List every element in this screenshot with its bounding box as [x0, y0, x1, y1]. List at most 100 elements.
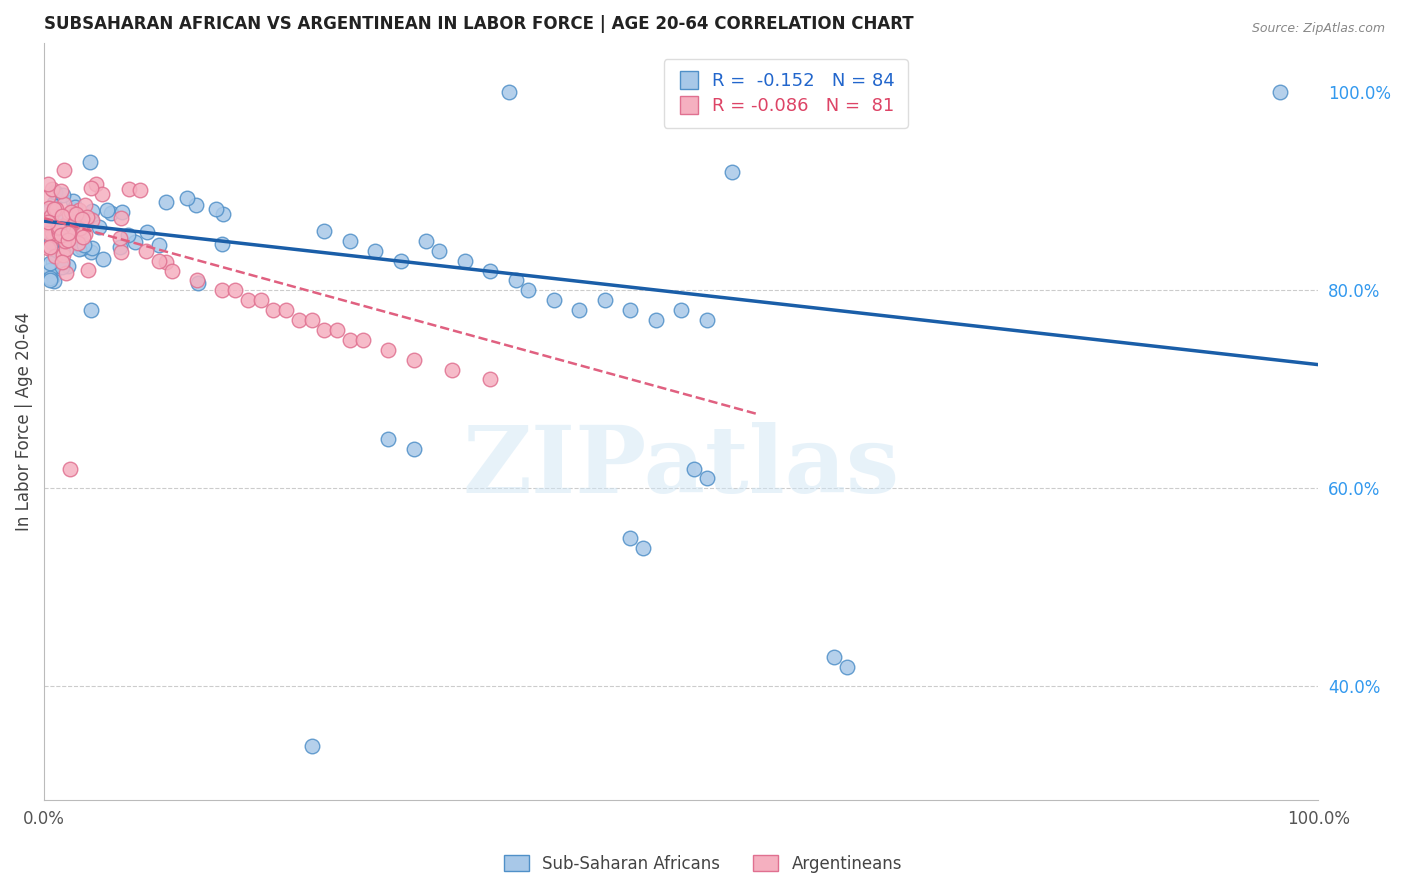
Point — [79, 244, 101, 259]
Point — [377, 343, 399, 357]
Point — [41, 227, 63, 241]
Point — [51, 222, 73, 236]
Point — [51, 254, 73, 268]
Point — [82, 204, 104, 219]
Point — [211, 206, 233, 220]
Point — [70, 219, 93, 233]
Point — [427, 244, 450, 258]
Point — [644, 313, 666, 327]
Point — [505, 273, 527, 287]
Point — [205, 202, 228, 216]
Point — [70, 211, 93, 226]
Point — [479, 372, 502, 386]
Point — [262, 303, 284, 318]
Point — [48, 227, 70, 241]
Point — [1268, 86, 1291, 100]
Point — [39, 240, 62, 254]
Point — [62, 216, 84, 230]
Point — [41, 220, 63, 235]
Point — [339, 333, 361, 347]
Point — [42, 255, 65, 269]
Point — [402, 442, 425, 456]
Point — [211, 236, 233, 251]
Point — [669, 303, 692, 318]
Point — [110, 211, 132, 225]
Point — [56, 233, 79, 247]
Point — [108, 240, 131, 254]
Point — [56, 259, 79, 273]
Point — [288, 313, 311, 327]
Point — [42, 268, 65, 283]
Point — [155, 194, 177, 209]
Point — [82, 212, 104, 227]
Point — [339, 234, 361, 248]
Point — [53, 197, 76, 211]
Point — [37, 226, 59, 240]
Point — [148, 237, 170, 252]
Point — [619, 303, 641, 318]
Point — [52, 234, 75, 248]
Point — [619, 531, 641, 545]
Point — [186, 273, 208, 287]
Point — [67, 202, 90, 217]
Text: Source: ZipAtlas.com: Source: ZipAtlas.com — [1251, 22, 1385, 36]
Point — [39, 235, 62, 250]
Point — [389, 253, 412, 268]
Point — [37, 189, 59, 203]
Point — [117, 228, 139, 243]
Point — [63, 200, 86, 214]
Point — [48, 221, 70, 235]
Point — [52, 244, 75, 259]
Point — [696, 471, 718, 485]
Point — [276, 303, 298, 318]
Point — [65, 207, 87, 221]
Point — [44, 185, 66, 199]
Point — [53, 234, 76, 248]
Point — [148, 253, 170, 268]
Point — [128, 183, 150, 197]
Point — [301, 313, 323, 327]
Point — [111, 205, 134, 219]
Point — [135, 244, 157, 258]
Point — [683, 461, 706, 475]
Point — [67, 242, 90, 256]
Point — [568, 303, 591, 318]
Point — [58, 206, 80, 220]
Point — [110, 245, 132, 260]
Point — [314, 323, 336, 337]
Point — [55, 221, 77, 235]
Point — [186, 276, 208, 290]
Point — [79, 303, 101, 318]
Point — [51, 184, 73, 198]
Point — [49, 227, 72, 242]
Point — [48, 228, 70, 243]
Point — [84, 177, 107, 191]
Point — [56, 231, 79, 245]
Point — [44, 202, 66, 217]
Point — [100, 206, 122, 220]
Point — [73, 238, 96, 252]
Point — [72, 230, 94, 244]
Point — [91, 186, 114, 201]
Text: SUBSAHARAN AFRICAN VS ARGENTINEAN IN LABOR FORCE | AGE 20-64 CORRELATION CHART: SUBSAHARAN AFRICAN VS ARGENTINEAN IN LAB… — [44, 15, 914, 33]
Point — [51, 260, 73, 274]
Point — [37, 241, 59, 255]
Point — [96, 202, 118, 217]
Point — [543, 293, 565, 308]
Legend: R =  -0.152   N = 84, R = -0.086   N =  81: R = -0.152 N = 84, R = -0.086 N = 81 — [664, 60, 908, 128]
Point — [41, 209, 63, 223]
Point — [44, 249, 66, 263]
Point — [249, 293, 271, 308]
Point — [39, 202, 62, 217]
Point — [631, 541, 654, 555]
Point — [55, 242, 77, 256]
Point — [39, 271, 62, 285]
Point — [76, 210, 98, 224]
Point — [108, 230, 131, 244]
Point — [453, 253, 475, 268]
Point — [44, 274, 66, 288]
Point — [56, 226, 79, 240]
Point — [39, 214, 62, 228]
Point — [696, 313, 718, 327]
Text: ZIPatlas: ZIPatlas — [463, 422, 900, 512]
